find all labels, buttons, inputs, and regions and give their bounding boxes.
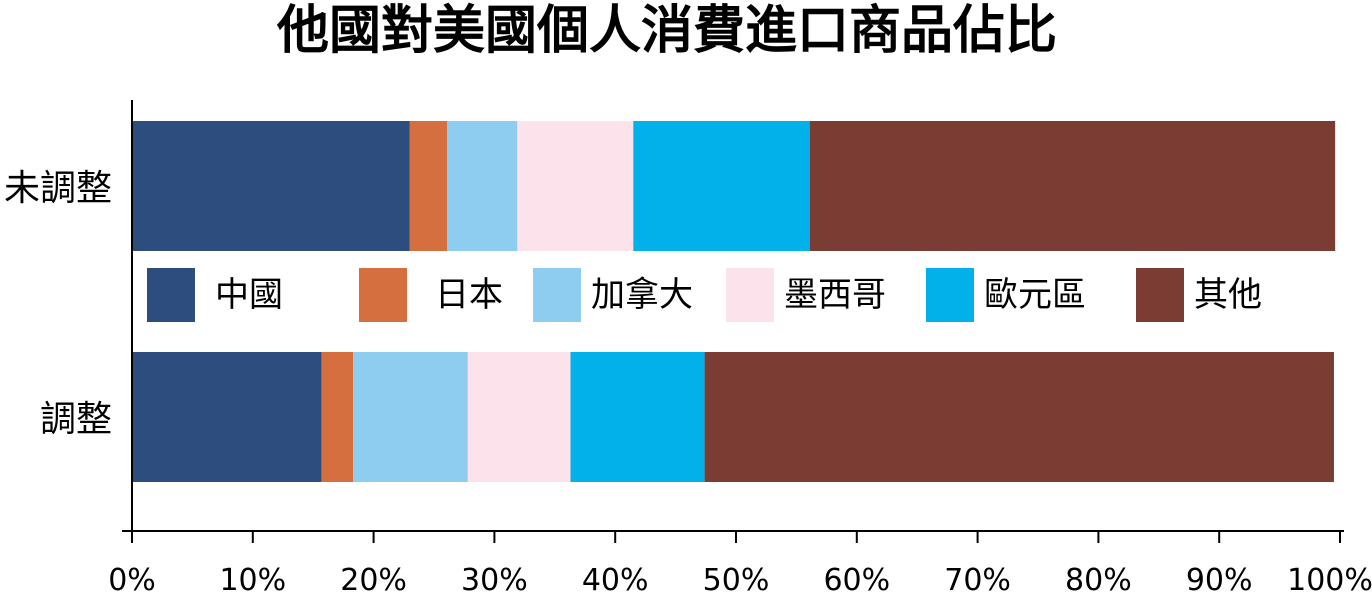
x-tick-label-8: 80%: [1065, 563, 1132, 596]
category-label-1: 調整: [40, 399, 112, 440]
bar-segment-1-1: [321, 352, 354, 482]
bar-segment-1-0: [132, 352, 322, 482]
bar-segment-0-0: [132, 121, 410, 251]
legend-swatch-3: [726, 268, 774, 322]
bar-segment-1-2: [353, 352, 468, 482]
legend-label-3: 墨西哥: [784, 275, 886, 315]
category-label-0: 未調整: [4, 168, 112, 209]
bar-segment-0-4: [633, 121, 810, 251]
x-tick-label-3: 30%: [461, 563, 528, 596]
legend-swatch-5: [1136, 268, 1184, 322]
x-tick-label-10: 100%: [1287, 563, 1372, 596]
x-tick-labels: 0% 10% 20% 30% 40% 50% 60% 70% 80% 90% 100%: [108, 563, 1372, 596]
legend-label-2: 加拿大: [591, 275, 693, 315]
chart-title: 他國對美國個人消費進口商品佔比: [276, 1, 1057, 61]
bar-segment-1-3: [467, 352, 571, 482]
x-tick-label-9: 90%: [1186, 563, 1253, 596]
legend-label-4: 歐元區: [984, 275, 1086, 315]
x-tick-label-4: 40%: [582, 563, 649, 596]
bar-segment-1-4: [570, 352, 705, 482]
bar-segment-1-5: [704, 352, 1334, 482]
x-tick-label-2: 20%: [340, 563, 407, 596]
bars-layer: [132, 121, 1336, 482]
legend-label-1: 日本: [435, 275, 503, 315]
legend: 中國 日本 加拿大 墨西哥 歐元區 其他: [147, 268, 1262, 322]
axes-layer: [122, 100, 1344, 543]
legend-label-5: 其他: [1194, 275, 1262, 315]
x-tick-label-0: 0%: [108, 563, 156, 596]
x-tick-label-1: 10%: [219, 563, 286, 596]
legend-swatch-2: [533, 268, 581, 322]
bar-segment-0-5: [809, 121, 1336, 251]
bar-segment-0-3: [517, 121, 634, 251]
bar-segment-0-2: [447, 121, 518, 251]
legend-swatch-1: [359, 268, 407, 322]
x-tick-label-5: 50%: [703, 563, 770, 596]
legend-swatch-4: [926, 268, 974, 322]
x-tick-label-6: 60%: [823, 563, 890, 596]
bar-segment-0-1: [409, 121, 448, 251]
x-tick-label-7: 70%: [944, 563, 1011, 596]
legend-label-0: 中國: [215, 275, 283, 315]
legend-swatch-0: [147, 268, 195, 322]
